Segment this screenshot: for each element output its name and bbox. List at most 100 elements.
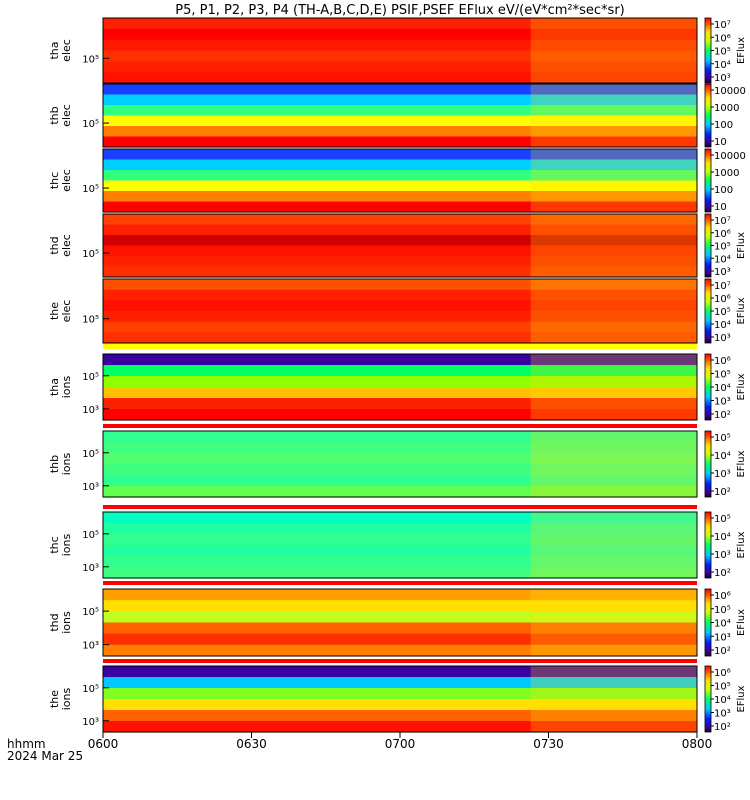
heatmap-band bbox=[103, 50, 697, 62]
colorbar-tick-label: 10⁵ bbox=[714, 370, 731, 381]
colorbar-tick-label: 10000 bbox=[714, 86, 746, 97]
heatmap-band bbox=[103, 39, 697, 52]
heatmap-band bbox=[103, 666, 697, 678]
panel-frame bbox=[102, 278, 698, 344]
heatmap-band bbox=[103, 376, 697, 388]
heatmap-band bbox=[103, 622, 697, 635]
heatmap-band bbox=[103, 28, 697, 41]
panel-ylabel: theions bbox=[48, 687, 73, 710]
colorbar-tick-label: 10³ bbox=[714, 550, 731, 561]
ylabel-probe: the bbox=[48, 690, 61, 708]
heatmap-band bbox=[103, 256, 697, 268]
colorbar-tick-label: 10⁴ bbox=[714, 383, 731, 394]
colorbar-label: EFlux bbox=[736, 685, 747, 712]
colorbar-tick-label: 100 bbox=[714, 185, 733, 196]
ylabel-probe: thc bbox=[48, 536, 61, 553]
colorbar-tick-label: 10² bbox=[714, 646, 731, 657]
time-tick-label: 0800 bbox=[682, 737, 713, 751]
panel-separator-bar bbox=[103, 424, 697, 428]
panel-frame bbox=[102, 511, 698, 579]
colorbar-label: EFlux bbox=[736, 531, 747, 558]
heatmap-band bbox=[103, 534, 697, 546]
heatmap-fade bbox=[530, 512, 697, 578]
colorbar-tick-label: 10⁷ bbox=[714, 20, 731, 31]
colorbar-tick-label: 10⁵ bbox=[714, 605, 731, 616]
colorbar bbox=[704, 83, 712, 148]
time-axis-label-bottom: 2024 Mar 25 bbox=[7, 749, 83, 763]
colorbar bbox=[704, 278, 712, 344]
colorbar-tick-label: 10² bbox=[714, 410, 731, 421]
colorbar-tick-label: 1000 bbox=[714, 168, 739, 179]
heatmap-fade bbox=[530, 18, 697, 83]
heatmap-band bbox=[103, 545, 697, 557]
heatmap-band bbox=[103, 442, 697, 454]
panel-ylabel: thdelec bbox=[48, 234, 73, 257]
time-tick-label: 0730 bbox=[533, 737, 564, 751]
panel-frame bbox=[102, 353, 698, 421]
colorbar bbox=[704, 353, 712, 421]
panel-ylabel: thbelec bbox=[48, 104, 73, 127]
colorbar-tick-label: 10⁴ bbox=[714, 619, 731, 630]
heatmap-fade bbox=[530, 84, 697, 147]
heatmap-band bbox=[103, 523, 697, 535]
colorbar-tick-label: 10⁴ bbox=[714, 254, 731, 265]
colorbar-tick-label: 10⁵ bbox=[714, 433, 731, 444]
heatmap-band bbox=[103, 224, 697, 236]
heatmap-band bbox=[103, 84, 697, 96]
heatmap-band bbox=[103, 633, 697, 646]
panel-frame bbox=[102, 588, 698, 657]
panel-thc-elec: thcelec 10⁵ 10 100 1000 10000 bbox=[48, 148, 746, 213]
heatmap-band bbox=[103, 721, 697, 733]
heatmap-fade bbox=[530, 149, 697, 212]
panel-thb-ions: thbions 10⁵ 10³ 10² 10³ 10⁴ 10⁵ EFlux bbox=[48, 430, 747, 498]
colorbar-tick-label: 10⁷ bbox=[714, 216, 731, 227]
heatmap-band bbox=[103, 398, 697, 410]
colorbar-label: EFlux bbox=[736, 373, 747, 400]
colorbar-tick-label: 10⁶ bbox=[714, 356, 731, 367]
heatmap-band bbox=[103, 453, 697, 465]
colorbar-tick-label: 10⁵ bbox=[714, 514, 731, 525]
heatmap-band bbox=[103, 486, 697, 498]
colorbar-tick-label: 10⁶ bbox=[714, 229, 731, 240]
colorbar-tick-label: 1000 bbox=[714, 103, 739, 114]
heatmap-fade bbox=[530, 589, 697, 656]
heatmap-band bbox=[103, 677, 697, 689]
ylabel-species: elec bbox=[60, 39, 73, 62]
y-tick-label: 10⁵ bbox=[82, 607, 99, 618]
panel-tha-ions: thaions 10⁵ 10³ 10² 10³ 10⁴ 10⁵ 10⁶ EFlux bbox=[48, 353, 747, 421]
colorbar-tick-label: 10⁴ bbox=[714, 532, 731, 543]
heatmap-band bbox=[103, 245, 697, 257]
colorbar bbox=[704, 148, 712, 213]
heatmap-band bbox=[103, 710, 697, 722]
colorbar-tick-label: 10³ bbox=[714, 709, 731, 720]
colorbar-tick-label: 10³ bbox=[714, 469, 731, 480]
heatmap-band bbox=[103, 611, 697, 624]
y-tick-label: 10⁵ bbox=[82, 249, 99, 260]
time-axis-ticks: 0600 0630 0700 0730 0800 bbox=[88, 732, 713, 751]
colorbar-tick-label: 10³ bbox=[714, 333, 731, 344]
colorbar-tick-label: 10 bbox=[714, 137, 727, 148]
colorbar-label: EFlux bbox=[736, 450, 747, 477]
colorbar-label: EFlux bbox=[736, 37, 747, 64]
heatmap-band bbox=[103, 136, 697, 148]
colorbar-tick-label: 10² bbox=[714, 722, 731, 733]
panel-frame bbox=[102, 148, 698, 213]
colorbar bbox=[704, 588, 712, 657]
heatmap-band bbox=[103, 159, 697, 171]
colorbar-tick-label: 10³ bbox=[714, 73, 731, 84]
colorbar-label: EFlux bbox=[736, 609, 747, 636]
colorbar bbox=[704, 511, 712, 579]
colorbar-label: EFlux bbox=[736, 297, 747, 324]
heatmap-band bbox=[103, 688, 697, 700]
heatmap-band bbox=[103, 72, 697, 84]
panel-frame bbox=[102, 17, 698, 84]
colorbar-tick-label: 10⁵ bbox=[714, 307, 731, 318]
y-tick-label: 10⁵ bbox=[82, 684, 99, 695]
colorbar-tick-label: 10⁵ bbox=[714, 242, 731, 253]
heatmap-band bbox=[103, 289, 697, 301]
y-tick-label: 10⁵ bbox=[82, 449, 99, 460]
heatmap-band bbox=[103, 61, 697, 73]
ylabel-probe: tha bbox=[48, 41, 61, 59]
colorbar-tick-label: 10³ bbox=[714, 632, 731, 643]
